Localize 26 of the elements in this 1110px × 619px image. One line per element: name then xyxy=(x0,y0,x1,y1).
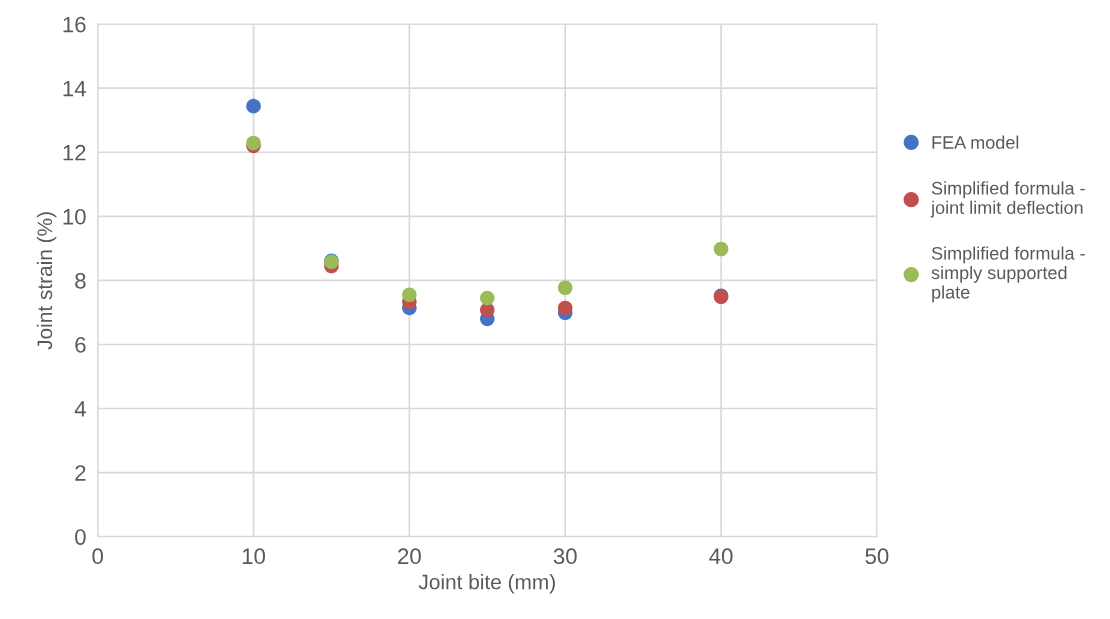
x-tick-label: 40 xyxy=(709,548,733,565)
y-tick-label: 8 xyxy=(75,272,86,289)
y-tick-label: 2 xyxy=(75,465,86,481)
y-tick-label: 6 xyxy=(75,337,86,353)
x-axis-title: Joint bite (mm) xyxy=(418,574,555,594)
y-tick-label: 16 xyxy=(63,16,86,33)
y-tick-label: 0 xyxy=(75,529,86,545)
point xyxy=(480,290,495,306)
x-tick-label: 50 xyxy=(865,548,889,565)
point xyxy=(557,300,573,316)
point xyxy=(713,241,729,257)
y-tick-label: 4 xyxy=(74,401,86,417)
legend-label: Simplified formula - simply supported plate xyxy=(931,246,1085,303)
legend-label: FEA model xyxy=(932,135,1019,149)
x-tick-label: 0 xyxy=(92,548,103,565)
legend-label: Simplified formula - joint limit deflection xyxy=(930,181,1085,218)
y-axis-title: Joint strain (%) xyxy=(36,212,57,350)
x-tick-label: 30 xyxy=(553,548,577,565)
point xyxy=(246,98,261,114)
y-tick-label: 12 xyxy=(63,144,86,161)
y-tick-label: 14 xyxy=(63,80,86,97)
x-tick-label: 20 xyxy=(398,548,421,565)
x-tick-label: 10 xyxy=(242,548,266,565)
point xyxy=(402,287,417,303)
y-tick-label: 10 xyxy=(63,208,86,225)
point xyxy=(557,280,573,296)
